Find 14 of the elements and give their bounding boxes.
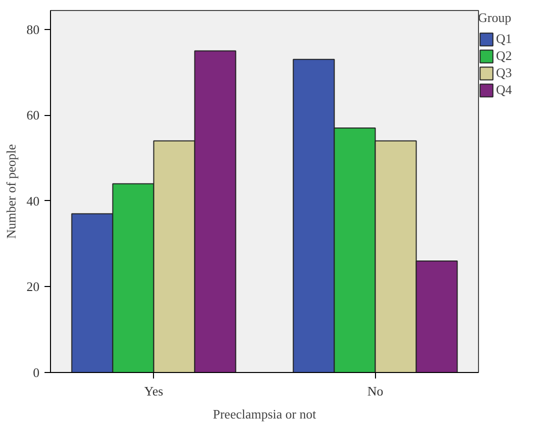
x-tick-label: Yes — [144, 384, 164, 398]
y-tick-label: 20 — [26, 279, 40, 294]
legend-label: Q2 — [496, 48, 513, 64]
y-axis-title: Number of people — [4, 144, 18, 239]
x-tick-label: No — [367, 384, 384, 398]
y-tick-label: 60 — [26, 108, 40, 123]
legend-label: Q4 — [496, 82, 513, 98]
x-axis-title: Preeclampsia or not — [212, 406, 317, 422]
y-tick-label: 80 — [26, 22, 40, 37]
legend-label: Q3 — [496, 65, 513, 81]
legend-title: Group — [478, 10, 512, 26]
y-tick-label: 0 — [33, 365, 40, 380]
legend-label: Q1 — [496, 31, 513, 47]
y-tick-label: 40 — [26, 193, 40, 208]
